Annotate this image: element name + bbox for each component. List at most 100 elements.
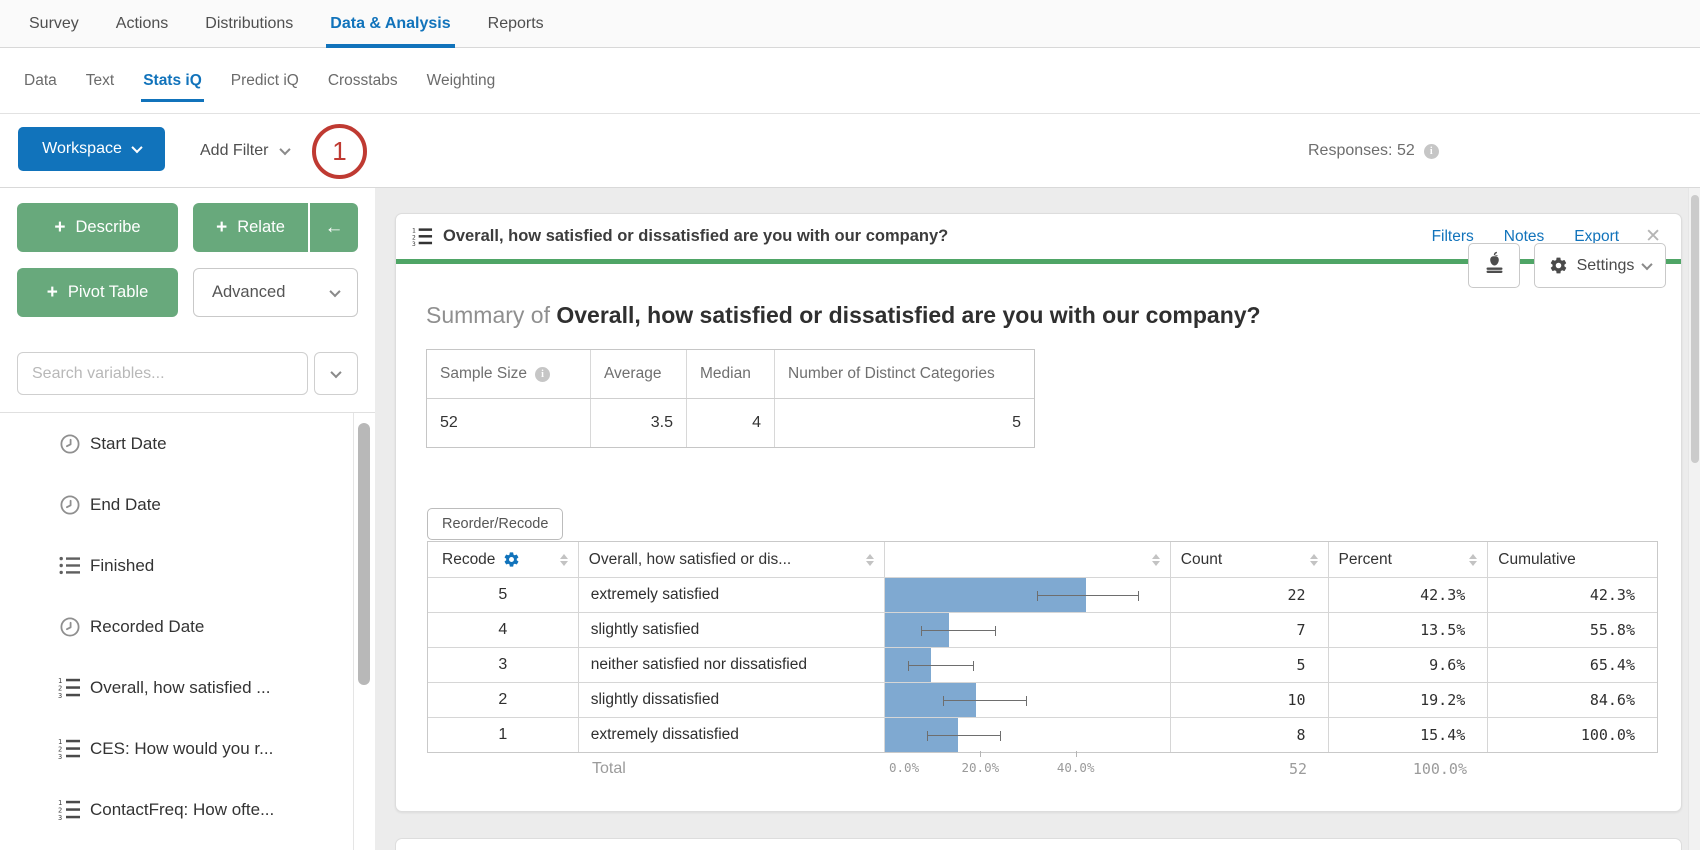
median-value: 4 [687, 399, 775, 447]
confidence-interval-whisker [943, 696, 1028, 706]
subnav-tab-data[interactable]: Data [24, 71, 57, 89]
variable-item[interactable]: End Date [0, 474, 375, 535]
sort-arrows-icon[interactable] [1469, 553, 1478, 566]
column-header-percent[interactable]: Percent [1329, 542, 1489, 577]
page-scrollbar[interactable] [1688, 188, 1700, 850]
responses-label: Responses: 52 [1308, 142, 1415, 159]
learning-resources-button[interactable] [1468, 243, 1520, 288]
advanced-dropdown-label: Advanced [212, 283, 286, 301]
variable-label: Finished [90, 555, 155, 575]
recode-cell: 3 [428, 648, 579, 682]
cumulative-cell: 100.0% [1488, 718, 1657, 752]
gear-icon [1549, 256, 1568, 275]
subnav-tab-predict-iq[interactable]: Predict iQ [230, 71, 299, 89]
analysis-card: 1 2 3 Overall, how satisfied or dissatis… [395, 213, 1682, 812]
stats-header-median: Median [687, 350, 775, 398]
variable-item[interactable]: Recorded Date [0, 596, 375, 657]
add-filter-dropdown[interactable]: Add Filter [200, 114, 292, 188]
search-variables-input[interactable] [17, 352, 308, 395]
filters-link[interactable]: Filters [1431, 227, 1474, 245]
variable-item[interactable]: Finished [0, 535, 375, 596]
category-label-cell-value: extremely dissatisfied [590, 726, 739, 743]
subnav-tab-crosstabs[interactable]: Crosstabs [327, 71, 398, 89]
subnav-tab-text[interactable]: Text [85, 71, 115, 89]
category-label-cell: neither satisfied nor dissatisfied [579, 648, 886, 682]
pivot-table-button[interactable]: + Pivot Table [17, 268, 178, 317]
recode-cell-value: 5 [498, 586, 508, 603]
nav-tab-actions[interactable]: Actions [115, 14, 169, 32]
secondary-nav: Data Text Stats iQ Predict iQ Crosstabs … [0, 48, 1700, 114]
sort-arrows-icon[interactable] [1309, 553, 1318, 566]
variable-label: Overall, how satisfied ... [90, 677, 271, 697]
confidence-interval-whisker [926, 731, 1002, 741]
sort-arrows-icon[interactable] [1151, 553, 1160, 566]
axis-label-20: 20.0% [961, 760, 1000, 775]
axis-label-40: 40.0% [1056, 760, 1095, 775]
column-header-chart[interactable] [885, 542, 1171, 577]
collapse-panel-button[interactable]: ← [309, 203, 358, 252]
scrollbar-thumb[interactable] [358, 423, 370, 685]
svg-text:1: 1 [412, 228, 416, 235]
subnav-tab-stats-iq[interactable]: Stats iQ [141, 48, 204, 113]
settings-button[interactable]: Settings [1534, 243, 1666, 288]
column-header-cumulative[interactable]: Cumulative [1488, 542, 1657, 577]
column-header-recode[interactable]: Recode [428, 542, 579, 577]
frequency-table-row: 4 slightly satisfied 7 13.5% 55.8% [428, 612, 1657, 647]
gear-icon[interactable] [503, 551, 520, 568]
variable-label: CES: How would you r... [90, 738, 274, 758]
chevron-down-icon [329, 285, 341, 297]
cumulative-header-label: Cumulative [1498, 550, 1576, 568]
nav-tab-data-analysis[interactable]: Data & Analysis [326, 0, 455, 48]
variable-item[interactable]: 1 2 3 CES: How would you r... [0, 718, 375, 779]
count-cell: 5 [1171, 648, 1329, 682]
percent-cell-value: 13.5% [1420, 621, 1466, 639]
chevron-down-icon [279, 143, 292, 156]
nav-tab-survey[interactable]: Survey [29, 14, 79, 32]
nav-tab-reports[interactable]: Reports [487, 14, 544, 32]
percent-cell-value: 15.4% [1420, 726, 1466, 744]
nav-tab-distributions[interactable]: Distributions [205, 14, 294, 32]
total-count: 52 [1288, 760, 1307, 778]
scrollbar-thumb[interactable] [1691, 195, 1699, 463]
ordered-list-icon: 1 2 3 [412, 226, 433, 247]
recode-cell-value: 3 [498, 656, 508, 673]
card-actions: Filters Notes Export [1432, 228, 1620, 246]
notes-link[interactable]: Notes [1503, 227, 1545, 245]
column-header-count[interactable]: Count [1171, 542, 1329, 577]
variable-item[interactable]: Start Date [0, 413, 375, 474]
workspace-button[interactable]: Workspace [18, 127, 165, 171]
category-label-cell-value: neither satisfied nor dissatisfied [590, 656, 807, 673]
sort-arrows-icon[interactable] [866, 553, 875, 566]
card-question-title: Overall, how satisfied or dissatisfied a… [443, 227, 949, 245]
search-filter-dropdown[interactable] [314, 352, 358, 395]
add-filter-label: Add Filter [200, 142, 269, 159]
export-link[interactable]: Export [1574, 227, 1620, 245]
variable-item[interactable]: 1 2 3 ContactFreq: How ofte... [0, 779, 375, 840]
recode-cell-value: 4 [498, 621, 508, 638]
chevron-down-icon [131, 141, 143, 154]
cumulative-cell: 42.3% [1488, 578, 1657, 612]
frequency-table-row: 1 extremely dissatisfied 8 15.4% 100.0% [428, 717, 1657, 752]
apple-book-icon [1481, 250, 1508, 282]
subnav-tab-weighting[interactable]: Weighting [426, 71, 496, 89]
category-label-cell: slightly satisfied [579, 613, 886, 647]
variable-item[interactable]: 1 2 3 Overall, how satisfied ... [0, 657, 375, 718]
describe-button[interactable]: + Describe [17, 203, 178, 252]
info-icon[interactable]: i [535, 366, 551, 382]
percent-cell: 19.2% [1329, 683, 1489, 717]
bar-chart-cell [885, 648, 1171, 682]
reorder-recode-button[interactable]: Reorder/Recode [427, 508, 564, 540]
total-row: Total 0.0% 20.0% 40.0% 52 100.0% [427, 751, 1658, 791]
sample-size-label: Sample Size [440, 365, 528, 382]
info-icon[interactable]: i [1423, 143, 1439, 159]
advanced-dropdown[interactable]: Advanced [193, 268, 358, 317]
close-icon[interactable]: ✕ [1645, 226, 1661, 247]
sort-arrows-icon[interactable] [559, 553, 568, 566]
column-header-variable[interactable]: Overall, how satisfied or dis... [579, 542, 886, 577]
variable-label: ContactFreq: How ofte... [90, 799, 275, 819]
frequency-table-header: Recode Overall, how satisfied or dis... [428, 542, 1657, 577]
relate-button[interactable]: + Relate [193, 203, 308, 252]
variable-list-scrollbar[interactable] [353, 413, 375, 850]
